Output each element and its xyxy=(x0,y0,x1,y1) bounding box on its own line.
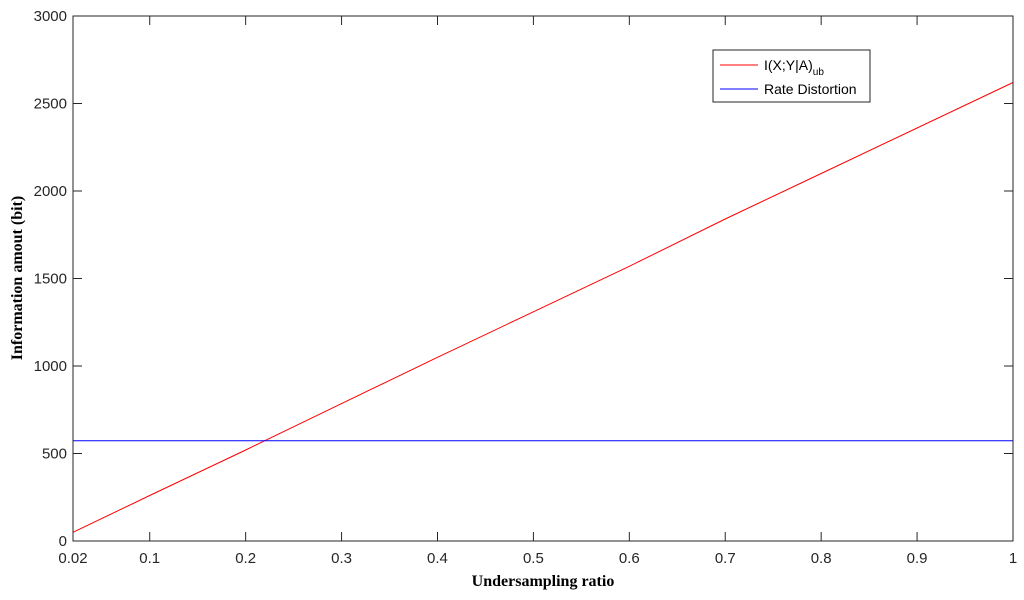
x-axis: 0.02 0.1 0.2 0.3 0.4 0.5 0.6 0.7 0.8 0.9 1 xyxy=(58,16,1017,567)
y-tick-label: 0 xyxy=(59,533,67,550)
plot-area-background xyxy=(73,16,1013,541)
legend-label-upper-bound-subscript: ub xyxy=(813,67,825,78)
y-tick-label: 3000 xyxy=(34,8,67,25)
y-tick-label: 1500 xyxy=(34,271,67,288)
x-tick-label: 0.2 xyxy=(235,550,256,567)
x-tick-label: 0.1 xyxy=(139,550,160,567)
y-axis-title: Information amout (bit) xyxy=(9,196,26,360)
x-tick-label: 0.7 xyxy=(715,550,736,567)
y-tick-label: 500 xyxy=(42,446,67,463)
x-tick-label: 0.6 xyxy=(619,550,640,567)
x-tick-label: 0.5 xyxy=(523,550,544,567)
x-tick-label: 0.8 xyxy=(811,550,832,567)
legend-box xyxy=(712,49,871,103)
x-tick-label: 0.4 xyxy=(427,550,448,567)
x-tick-label: 0.3 xyxy=(331,550,352,567)
y-tick-label: 2000 xyxy=(34,183,67,200)
y-tick-label: 2500 xyxy=(34,96,67,113)
x-tick-label: 0.02 xyxy=(58,550,87,567)
x-tick-label: 0.9 xyxy=(907,550,928,567)
series-layer xyxy=(72,82,1014,533)
legend-label-upper-bound-main: I(X;Y|A) xyxy=(764,57,813,73)
y-axis: 0 500 1000 1500 2000 2500 3000 xyxy=(34,8,1013,550)
x-axis-title: Undersampling ratio xyxy=(472,573,615,590)
x-tick-label: 1 xyxy=(1009,550,1017,567)
series-line-upper-bound xyxy=(72,82,1014,533)
y-tick-label: 1000 xyxy=(34,358,67,375)
legend-label-rate-distortion: Rate Distortion xyxy=(764,81,857,97)
legend-label-upper-bound: I(X;Y|A)ub xyxy=(764,57,824,78)
legend: I(X;Y|A)ub Rate Distortion xyxy=(712,49,871,103)
